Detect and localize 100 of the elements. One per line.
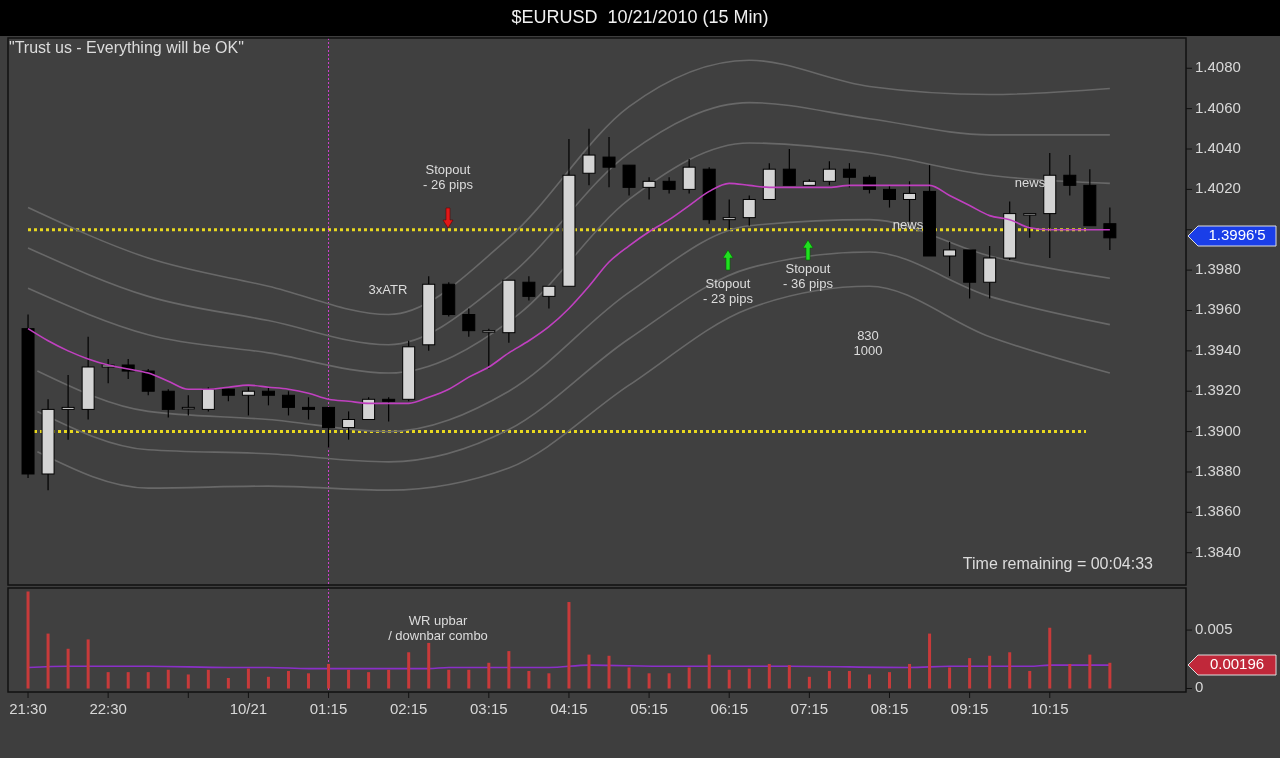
bar	[747, 668, 751, 689]
bar	[367, 672, 371, 689]
line-series	[27, 101, 1111, 346]
x-tick-label: 22:30	[89, 700, 127, 717]
bar	[1088, 654, 1092, 689]
bar	[727, 669, 731, 689]
annotation: Time remaining = 00:04:33	[962, 555, 1154, 572]
y-tick-label: 1.4080	[1195, 58, 1241, 76]
bar	[487, 662, 491, 689]
candlestick	[322, 406, 336, 449]
y-tick-label: 1.4020	[1195, 179, 1241, 197]
candlestick	[362, 396, 376, 421]
bar	[627, 667, 631, 689]
bar	[467, 669, 471, 689]
candlestick	[943, 241, 957, 277]
annotation: Stopout - 23 pips	[703, 276, 754, 306]
chart-title: $EURUSD 10/21/2010 (15 Min)	[511, 7, 769, 27]
x-tick-label: 03:15	[470, 700, 508, 717]
annotation: WR upbar / downbar combo	[388, 613, 488, 643]
candlestick	[522, 275, 536, 301]
y-tick-label: 1.3940	[1195, 340, 1241, 358]
candlestick	[582, 128, 596, 186]
bar	[647, 673, 651, 689]
bar	[1068, 663, 1072, 689]
bar	[266, 676, 270, 689]
bar	[86, 639, 90, 689]
bar	[888, 672, 891, 689]
bar	[226, 677, 230, 689]
x-tick-label: 06:15	[710, 700, 748, 717]
line-series	[36, 218, 1111, 433]
x-tick-label: 10/21	[229, 700, 268, 717]
y-tick-label: 1.4040	[1195, 138, 1241, 156]
x-tick-label: 07:15	[790, 700, 829, 717]
bar	[867, 674, 871, 689]
bar	[948, 667, 952, 689]
line-series	[36, 251, 1111, 463]
bar	[186, 674, 190, 689]
bar	[246, 668, 250, 689]
bar	[407, 652, 411, 689]
bar	[607, 655, 611, 689]
bar	[66, 648, 70, 689]
bar	[347, 669, 351, 689]
bar	[206, 669, 210, 689]
candlestick	[903, 180, 917, 223]
annotation: 830 1000	[853, 328, 883, 358]
bar	[787, 665, 791, 689]
candlestick	[1063, 154, 1077, 197]
bar	[1108, 662, 1112, 689]
bar	[547, 673, 551, 689]
bar	[307, 673, 311, 689]
x-tick-label: 08:15	[870, 700, 909, 717]
bar	[968, 658, 972, 689]
bar	[166, 669, 170, 689]
y-tick-label: 1.3860	[1195, 502, 1241, 520]
line-series	[27, 59, 1111, 316]
candlestick	[61, 374, 75, 441]
candlestick	[682, 158, 696, 195]
bar	[687, 667, 691, 689]
bar	[767, 663, 771, 689]
bar	[707, 654, 711, 689]
candlestick	[181, 394, 195, 417]
bar	[286, 670, 290, 689]
bar	[126, 672, 130, 689]
bar	[988, 655, 992, 689]
candlestick	[302, 396, 316, 421]
line-series	[27, 142, 1111, 374]
y-tick-label: 0.005	[1195, 620, 1233, 638]
candlestick	[742, 194, 756, 227]
annotation: 3xATR	[368, 282, 408, 297]
candlestick	[161, 388, 175, 419]
candlestick	[1023, 213, 1037, 239]
bar	[427, 642, 431, 689]
candlestick	[642, 176, 656, 201]
bar	[928, 633, 932, 689]
candlestick	[342, 410, 356, 441]
candlestick	[722, 198, 736, 231]
bar	[146, 672, 150, 689]
annotation: news	[892, 217, 924, 232]
bar	[327, 663, 331, 689]
bar	[827, 670, 831, 689]
y-tick-label: 1.3840	[1195, 542, 1241, 560]
candlestick	[602, 136, 616, 188]
y-tick-label: 1.3920	[1195, 381, 1241, 399]
x-tick-label: 05:15	[630, 700, 668, 717]
candlestick	[542, 285, 556, 310]
candlestick	[141, 368, 155, 396]
bar	[567, 602, 571, 689]
candlestick	[482, 328, 496, 370]
y-tick-label: 1.3880	[1195, 461, 1241, 479]
candlestick	[622, 164, 636, 197]
x-tick-label: 10:15	[1031, 700, 1069, 717]
candlestick	[281, 390, 295, 417]
annotation: "Trust us - Everything will be OK"	[9, 39, 244, 56]
bar	[1008, 652, 1012, 689]
annotation: Stopout - 26 pips	[423, 162, 474, 192]
x-tick-label: 21:30	[9, 700, 47, 717]
candlestick	[1103, 206, 1117, 251]
bar	[587, 654, 591, 689]
x-tick-label: 02:15	[389, 700, 428, 717]
candlestick	[241, 386, 255, 417]
